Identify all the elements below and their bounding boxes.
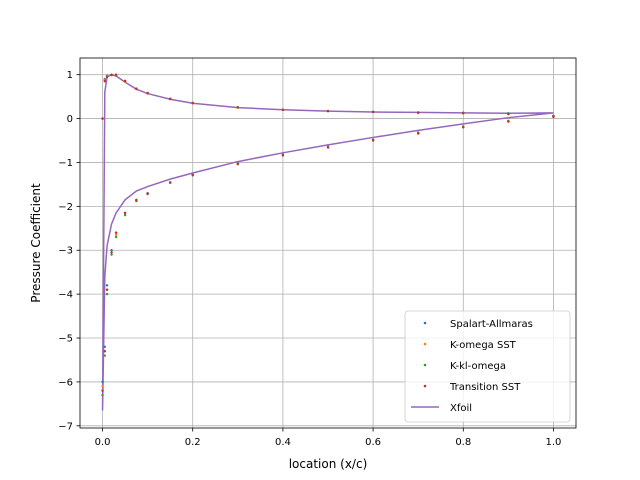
transition-sst-point (135, 199, 138, 202)
transition-sst-point (146, 91, 149, 95)
x-tick-label: 0.2 (185, 437, 201, 448)
y-tick-label: −6 (58, 377, 73, 388)
transition-sst-point (191, 102, 194, 105)
transition-sst-point (191, 173, 194, 177)
transition-sst-point (326, 146, 330, 149)
spalart-allmaras-point (101, 380, 104, 384)
legend: Spalart-Allmaras K-omega SST K-kl-omega Tra… (404, 310, 571, 423)
transition-sst-point (101, 117, 104, 120)
transition-sst-point (123, 79, 127, 83)
transition-sst-point (552, 115, 555, 119)
transition-sst-point (416, 111, 420, 115)
grid-lines (80, 58, 576, 428)
transition-sst-point (105, 288, 109, 291)
legend-box (404, 310, 571, 423)
transition-sst-point (110, 73, 113, 77)
k-kl-omega-point (103, 354, 107, 357)
x-tick-label: 0.0 (95, 437, 111, 448)
y-tick-label: −3 (58, 246, 73, 257)
transition-sst-point (462, 112, 465, 115)
spalart-allmaras-point (110, 249, 113, 252)
transition-sst-point (416, 132, 420, 135)
spalart-allmaras-point (105, 284, 109, 287)
transition-sst-point (462, 126, 465, 129)
transition-sst-point (114, 231, 118, 234)
x-tick-label: 1.0 (546, 437, 562, 448)
k-omega-sst-point (114, 233, 118, 237)
y-axis-label: Pressure Coefficient (29, 183, 43, 303)
k-kl-omega-point (110, 253, 113, 256)
transition-sst-legend-swatch (423, 384, 427, 388)
x-tick-label: 0.8 (455, 437, 471, 448)
transition-sst-point (281, 154, 285, 157)
axis-ticks: 0.0 0.2 0.4 0.6 0.8 1.0 1 0 −1 −2 −3 −4 −5 −6 −7 (58, 70, 561, 448)
transition-sst-point (114, 73, 118, 76)
transition-sst-point (168, 181, 172, 184)
transition-sst-point (105, 75, 109, 79)
transition-sst-legend-label: Transition SST (449, 382, 521, 393)
spalart-allmaras-point (103, 345, 107, 349)
k-omega-sst-point (101, 385, 104, 388)
k-omega-sst-legend-label: K-omega SST (450, 340, 517, 351)
k-kl-omega-point (101, 393, 104, 397)
transition-sst-point (236, 163, 240, 166)
transition-sst-point (123, 211, 127, 215)
transition-sst-point (236, 106, 240, 109)
xfoil-curve-layer (101, 73, 554, 411)
axes-frame (79, 57, 577, 429)
y-tick-label: −4 (58, 290, 73, 301)
y-tick-label: −7 (58, 421, 73, 432)
k-kl-omega-legend-swatch (423, 363, 427, 367)
xfoil-line (101, 73, 554, 411)
k-kl-omega-point (123, 213, 127, 217)
k-kl-omega-point (105, 292, 109, 296)
transition-sst-point (371, 139, 375, 142)
transition-sst-point (101, 389, 104, 392)
xfoil-legend-label: Xfoil (450, 403, 472, 414)
transition-sst-point (146, 192, 149, 195)
x-axis-label: location (x/c) (289, 457, 368, 471)
transition-sst-point (135, 87, 138, 90)
transition-sst-point (326, 109, 330, 113)
transition-sst-point (507, 120, 510, 123)
y-tick-label: −5 (58, 334, 73, 345)
data-points-layer (101, 73, 555, 397)
y-tick-label: 0 (67, 114, 73, 125)
transition-sst-point (507, 112, 510, 116)
k-omega-sst-legend-swatch (423, 342, 427, 346)
transition-sst-point (281, 108, 285, 111)
transition-sst-point (168, 97, 172, 101)
spalart-allmaras-legend-label: Spalart-Allmaras (450, 319, 533, 330)
transition-sst-point (110, 251, 113, 254)
x-tick-label: 0.4 (275, 437, 291, 448)
y-tick-label: 1 (67, 70, 73, 81)
transition-sst-point (103, 80, 107, 83)
y-tick-label: −2 (58, 202, 73, 213)
x-tick-label: 0.6 (365, 437, 381, 448)
spalart-allmaras-legend-swatch (423, 321, 427, 325)
y-tick-label: −1 (58, 158, 73, 169)
transition-sst-point (103, 349, 107, 353)
transition-sst-point (371, 110, 375, 114)
k-kl-omega-point (114, 235, 118, 239)
k-kl-omega-legend-label: K-kl-omega (450, 361, 506, 372)
